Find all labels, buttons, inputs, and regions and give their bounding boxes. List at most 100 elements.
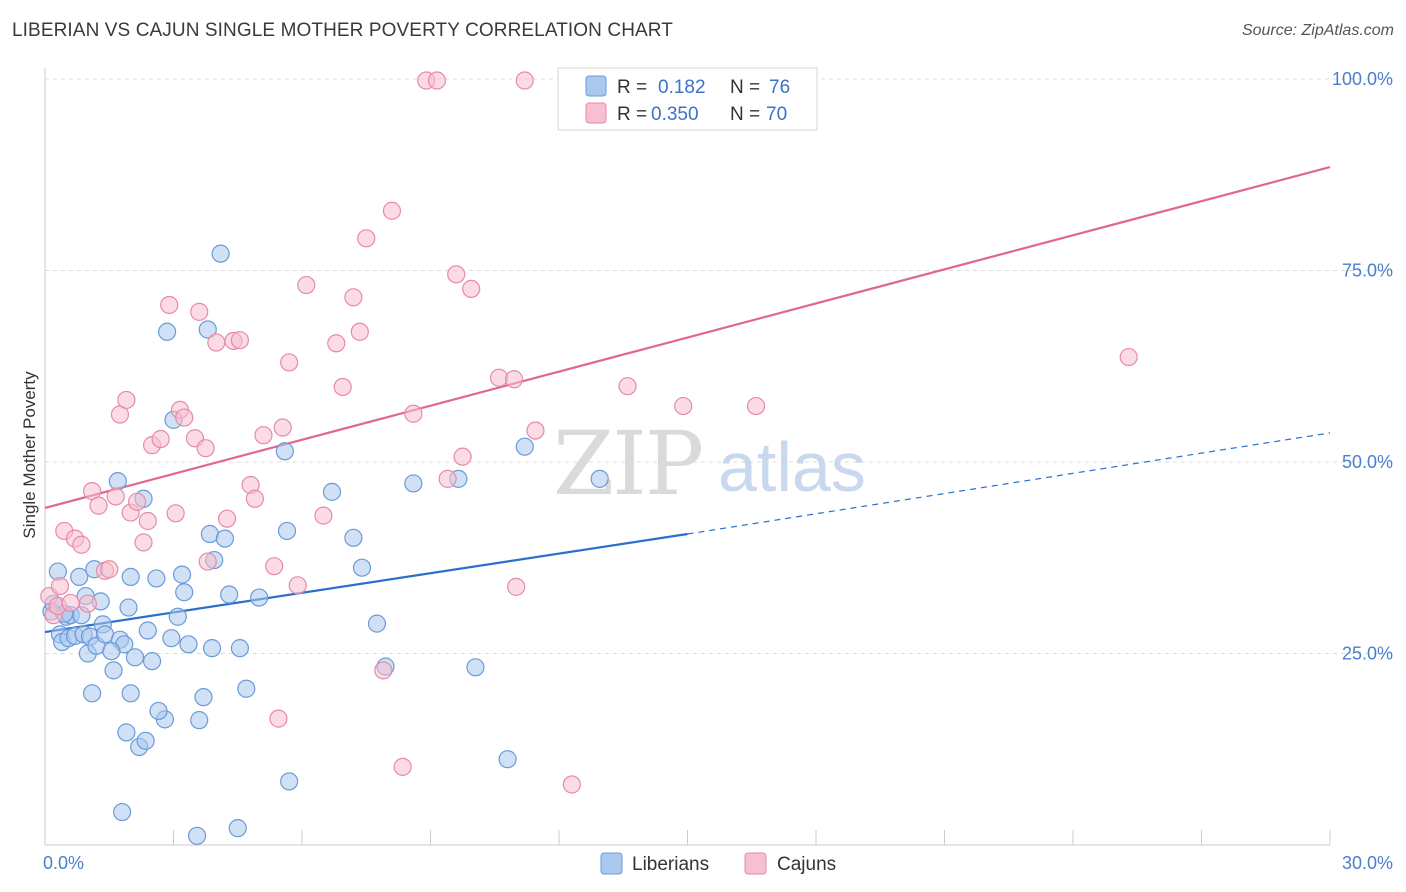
cajun-point-43	[327, 334, 346, 353]
liberian-point-72	[149, 701, 168, 721]
cajun-point-18	[134, 533, 153, 552]
legend-swatch-liberians	[585, 75, 607, 97]
liberian-point-60	[352, 558, 372, 577]
bottom-legend-swatch-liberians	[600, 852, 623, 875]
cajun-point-15	[117, 390, 136, 410]
liberian-point-14	[83, 684, 102, 703]
liberian-point-65	[466, 658, 485, 677]
y-tick-label-50: 50.0%	[1342, 452, 1393, 472]
cajun-point-10	[89, 496, 108, 515]
data-points	[40, 70, 1138, 845]
cajun-point-62	[562, 775, 581, 794]
liberian-point-67	[515, 437, 534, 456]
cajun-point-48	[374, 661, 393, 680]
liberian-point-21	[108, 472, 127, 491]
cajun-point-65	[674, 396, 693, 416]
liberian-point-73	[175, 583, 194, 602]
cajun-point-5	[61, 593, 80, 613]
cajun-point-42	[314, 506, 333, 525]
y-tick-label-100: 100.0%	[1332, 69, 1393, 89]
liberian-point-61	[367, 614, 387, 633]
cajun-point-27	[190, 302, 209, 321]
cajun-point-47	[357, 229, 376, 248]
cajun-point-58	[504, 370, 524, 389]
liberian-point-32	[138, 621, 157, 640]
liberian-point-56	[277, 521, 297, 541]
cajun-point-53	[438, 469, 457, 488]
x-tick-labels: 0.0% 30.0%	[43, 853, 1393, 873]
cajun-point-38	[273, 418, 292, 437]
bottom-legend-label-cajuns: Cajuns	[777, 854, 836, 875]
series-legend: Liberians Cajuns	[600, 852, 836, 875]
cajun-point-59	[507, 577, 526, 596]
cajun-point-37	[265, 557, 284, 576]
cajun-point-49	[382, 201, 402, 220]
legend-r-label-2: R =	[617, 104, 647, 125]
liberian-point-42	[190, 711, 209, 730]
legend-r-value-1: 0.182	[658, 77, 706, 98]
liberian-point-25	[117, 723, 136, 742]
cajun-point-40	[288, 576, 307, 595]
y-tick-labels: 25.0% 50.0% 75.0% 100.0%	[1332, 69, 1393, 664]
liberian-point-66	[498, 750, 517, 769]
cajun-point-44	[333, 377, 352, 397]
bottom-legend-label-liberians: Liberians	[632, 854, 709, 875]
y-axis-title: Single Mother Poverty	[20, 371, 39, 539]
cajun-point-17	[127, 492, 147, 511]
bottom-legend-swatch-cajuns	[744, 852, 767, 875]
cajun-point-31	[217, 509, 237, 528]
cajun-point-64	[618, 377, 637, 396]
legend-r-label-1: R =	[617, 77, 647, 98]
legend-r-value-2: 0.350	[651, 104, 699, 125]
watermark-zip: ZIP	[553, 412, 702, 515]
liberian-point-52	[230, 639, 249, 658]
axes	[44, 68, 1331, 846]
cajun-point-7	[72, 535, 91, 554]
liberian-point-20	[104, 661, 123, 680]
cajun-point-36	[254, 426, 273, 445]
liberian-point-48	[211, 244, 230, 263]
cajun-point-61	[526, 421, 545, 440]
liberian-point-54	[250, 588, 269, 607]
cajun-point-28	[196, 439, 215, 458]
legend-n-label-2: N =	[730, 104, 760, 125]
liberian-point-59	[344, 528, 363, 547]
cajun-point-57	[489, 368, 509, 387]
cajun-trendline	[44, 166, 1331, 510]
cajun-point-13	[106, 487, 125, 506]
liberian-point-43	[194, 688, 213, 707]
cajun-point-45	[344, 288, 363, 307]
cajun-point-30	[207, 333, 226, 352]
cajun-point-21	[151, 429, 170, 449]
liberian-point-40	[172, 565, 192, 584]
cajun-point-69	[393, 757, 412, 776]
liberian-point-50	[220, 585, 239, 604]
cajun-point-68	[269, 709, 288, 728]
y-tick-label-25: 25.0%	[1342, 644, 1393, 664]
x-tick-label-max: 30.0%	[1342, 853, 1393, 873]
liberian-point-34	[147, 569, 166, 588]
cajun-point-50	[404, 404, 423, 423]
watermark: ZIP atlas	[553, 412, 866, 515]
cajun-point-35	[245, 489, 264, 508]
cajun-point-29	[198, 552, 217, 571]
cajun-point-23	[166, 504, 185, 523]
chart-title: LIBERIAN VS CAJUN SINGLE MOTHER POVERTY …	[12, 20, 673, 41]
gridlines	[45, 78, 1392, 654]
trendlines	[44, 166, 1331, 634]
liberian-point-55	[275, 442, 294, 461]
cajun-point-12	[100, 560, 119, 579]
cajun-point-19	[138, 511, 157, 531]
cajun-point-3	[50, 576, 70, 596]
liberian-point-69	[187, 826, 207, 845]
liberian-point-31	[136, 731, 155, 750]
liberian-point-49	[215, 529, 234, 548]
cajun-point-41	[297, 275, 316, 295]
cajun-point-52	[427, 71, 447, 90]
cajun-point-60	[515, 71, 534, 90]
liberian-point-37	[162, 629, 181, 648]
legend-n-value-2: 70	[766, 104, 787, 125]
x-tick-label-min: 0.0%	[43, 853, 84, 873]
cajun-point-55	[453, 447, 472, 466]
cajun-point-56	[462, 279, 481, 298]
